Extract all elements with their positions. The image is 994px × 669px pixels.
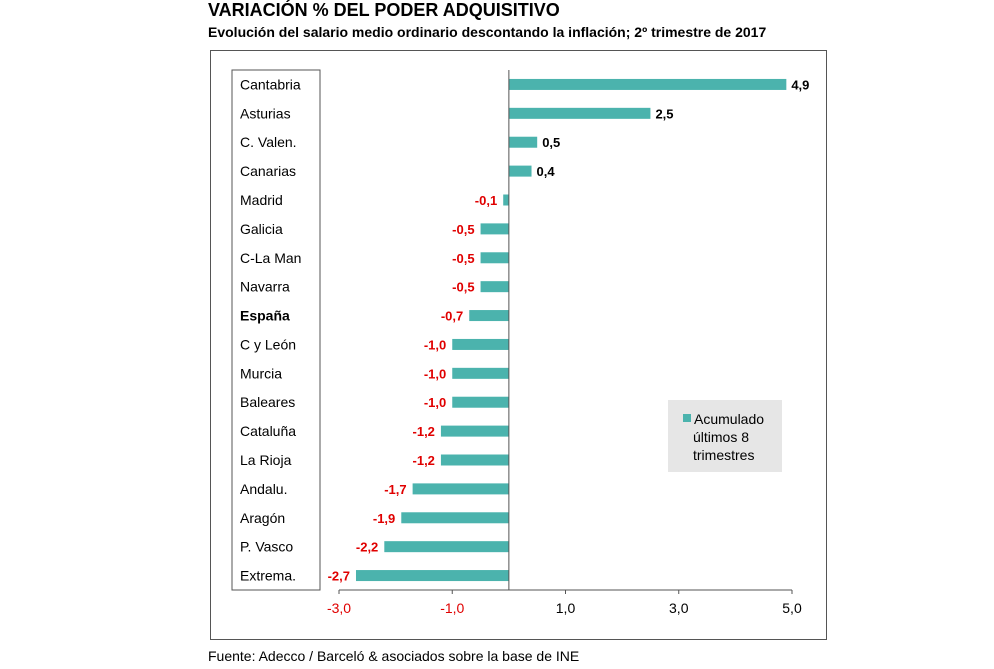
legend-box — [668, 400, 782, 472]
bar — [508, 136, 538, 148]
bar — [508, 78, 787, 90]
legend-label: Acumulado — [694, 411, 764, 427]
category-label: C-La Man — [240, 250, 301, 266]
legend-label: últimos 8 — [693, 429, 749, 445]
category-label-box — [231, 69, 321, 591]
data-label: 2,5 — [655, 106, 673, 121]
bar — [440, 425, 509, 437]
category-label: Canarias — [240, 163, 296, 179]
data-label: -0,1 — [475, 193, 497, 208]
source-note: Fuente: Adecco / Barceló & asociados sob… — [208, 648, 580, 664]
data-label: 0,5 — [542, 135, 560, 150]
bar — [480, 252, 509, 264]
bar — [480, 223, 509, 235]
category-label: Andalu. — [240, 481, 287, 497]
data-label: 4,9 — [791, 77, 809, 92]
x-tick-label: -1,0 — [440, 600, 464, 616]
bar — [412, 483, 509, 495]
bar — [355, 570, 509, 582]
data-label: -2,7 — [328, 569, 350, 584]
data-label: -0,5 — [452, 251, 474, 266]
category-label: Galicia — [240, 221, 283, 237]
data-label: -0,5 — [452, 280, 474, 295]
data-label: -1,7 — [384, 482, 406, 497]
data-label: -1,0 — [424, 337, 446, 352]
bar — [452, 396, 509, 408]
category-label: Cataluña — [240, 423, 296, 439]
category-label: C y León — [240, 336, 296, 352]
chart-subtitle: Evolución del salario medio ordinario de… — [208, 24, 767, 40]
category-label: Baleares — [240, 394, 295, 410]
bar — [452, 367, 509, 379]
category-label: Asturias — [240, 105, 291, 121]
category-label: Extrema. — [240, 568, 296, 584]
x-tick-label: 1,0 — [556, 600, 576, 616]
category-label: Navarra — [240, 279, 290, 295]
category-label: España — [240, 308, 290, 324]
data-label: -0,7 — [441, 309, 463, 324]
data-label: 0,4 — [537, 164, 556, 179]
bar — [440, 454, 509, 466]
data-label: -1,0 — [424, 366, 446, 381]
bar — [480, 281, 509, 293]
data-label: -1,0 — [424, 395, 446, 410]
category-label: La Rioja — [240, 452, 292, 468]
chart-frame — [210, 50, 827, 640]
category-label: Madrid — [240, 192, 283, 208]
category-label: P. Vasco — [240, 539, 293, 555]
legend-swatch — [683, 414, 691, 422]
bar — [508, 165, 532, 177]
chart-title: VARIACIÓN % DEL PODER ADQUISITIVO — [208, 0, 560, 20]
data-label: -1,2 — [413, 453, 435, 468]
bar — [401, 512, 509, 524]
category-label: Murcia — [240, 365, 282, 381]
bar — [469, 310, 509, 322]
x-tick-label: -3,0 — [327, 600, 351, 616]
data-label: -2,2 — [356, 540, 378, 555]
bar — [384, 541, 509, 553]
x-tick-label: 3,0 — [669, 600, 689, 616]
category-label: Aragón — [240, 510, 285, 526]
bar — [452, 338, 509, 350]
x-tick-label: 5,0 — [782, 600, 802, 616]
category-label: C. Valen. — [240, 134, 297, 150]
category-label: Cantabria — [240, 76, 301, 92]
data-label: -0,5 — [452, 222, 474, 237]
data-label: -1,9 — [373, 511, 395, 526]
legend-label: trimestres — [693, 447, 754, 463]
data-label: -1,2 — [413, 424, 435, 439]
bar — [508, 107, 651, 119]
bar — [503, 194, 509, 206]
